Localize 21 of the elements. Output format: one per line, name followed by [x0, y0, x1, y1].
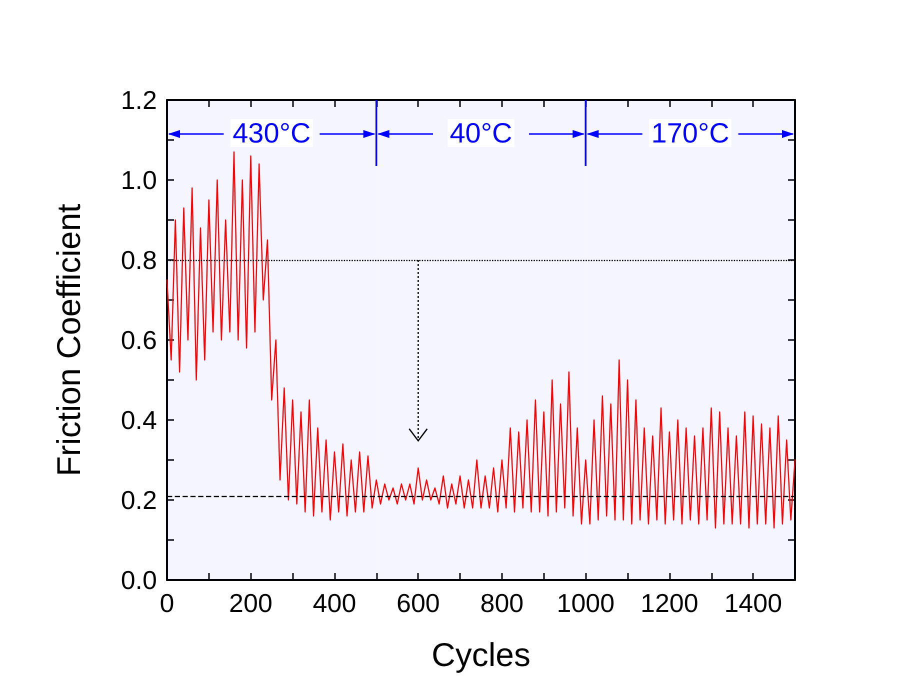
y-tick-label: 0.4: [120, 405, 157, 435]
x-tick-label: 200: [229, 588, 272, 618]
y-tick-label: 0.2: [120, 485, 157, 515]
x-tick-label: 1000: [556, 588, 615, 618]
band-label: 430°C: [232, 118, 311, 148]
y-tick-label: 1.2: [120, 85, 157, 115]
x-tick-label: 1400: [724, 588, 782, 618]
y-tick-label: 0.6: [120, 325, 157, 355]
x-axis-title: Cycles: [431, 636, 531, 673]
y-tick-label: 1.0: [120, 165, 157, 195]
y-axis-title: Friction Coefficient: [50, 204, 87, 476]
x-tick-label: 0: [160, 588, 174, 618]
x-tick-label: 600: [396, 588, 440, 618]
x-tick-label: 1200: [640, 588, 698, 618]
x-tick-label: 400: [312, 588, 356, 618]
y-tick-label: 0.0: [120, 565, 157, 595]
band-label: 40°C: [450, 118, 512, 148]
band-label: 170°C: [651, 118, 730, 148]
x-tick-label: 800: [480, 588, 524, 618]
y-tick-label: 0.8: [120, 245, 157, 275]
line-series: [166, 151, 796, 529]
